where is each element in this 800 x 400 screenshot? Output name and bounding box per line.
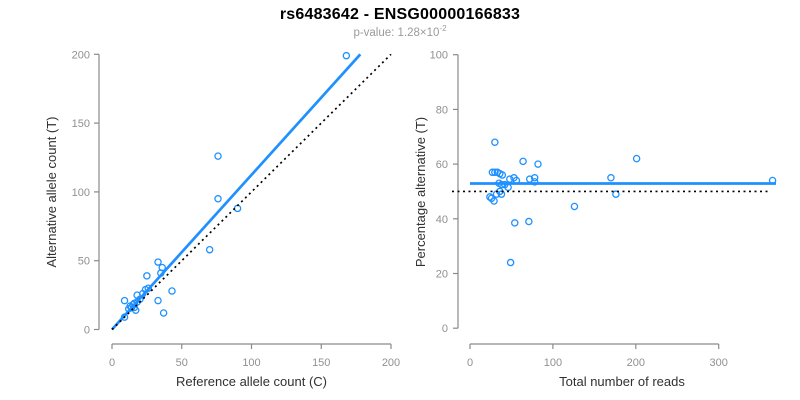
data-point (154, 258, 162, 266)
fitted-ratio-line (110, 53, 362, 331)
data-point (214, 152, 222, 160)
x-tick-label: 100 (242, 357, 260, 369)
chart-allele-counts: 0 50 100 150 200 0 50 100 150 200 Reference allele… (44, 49, 400, 389)
data-point (506, 175, 514, 183)
y-tick-label: 100 (430, 50, 448, 62)
data-point (143, 272, 151, 280)
y-tick-label: 0 (84, 325, 90, 337)
x-tick-label: 50 (176, 357, 188, 369)
x-tick-label: 300 (710, 357, 728, 369)
y-tick-label: 60 (436, 159, 448, 171)
x-tick-label: 0 (109, 357, 115, 369)
data-point (144, 284, 153, 292)
figure-subtitle: p-value: 1.28×10-2 (0, 24, 800, 39)
data-point (120, 296, 129, 305)
figure-title: rs6483642 - ENSG00000166833 (279, 6, 521, 23)
data-point (168, 287, 176, 295)
data-point (342, 51, 351, 60)
y-tick-label: 0 (442, 323, 448, 335)
y-tick-label: 20 (436, 269, 448, 281)
data-point (525, 217, 533, 226)
data-point (491, 138, 499, 146)
y-tick-label: 150 (72, 118, 90, 130)
identity-line (111, 53, 392, 331)
x-axis-title: Reference allele count (C) (176, 374, 327, 389)
x-tick-label: 100 (544, 357, 562, 369)
data-point (511, 219, 519, 227)
y-tick-label: 80 (436, 104, 448, 116)
data-point (214, 195, 222, 203)
data-point (632, 154, 641, 163)
y-tick-label: 40 (436, 214, 448, 226)
x-tick-label: 200 (382, 357, 400, 369)
x-tick-label: 150 (312, 357, 330, 369)
data-point (233, 204, 242, 213)
x-axis-title: Total number of reads (559, 374, 685, 389)
data-point (530, 178, 539, 186)
data-point (498, 171, 507, 179)
y-tick-label: 50 (78, 256, 90, 268)
data-point (607, 174, 615, 182)
data-point (570, 202, 579, 211)
data-point (612, 190, 620, 198)
pvalue-text: p-value: 1.28×10 (353, 27, 440, 39)
data-point (488, 168, 497, 177)
data-point (486, 193, 494, 201)
data-point (159, 309, 168, 317)
x-tick-label: 0 (467, 357, 473, 369)
y-tick-label: 200 (72, 49, 90, 61)
data-point (534, 160, 542, 168)
pvalue-exponent: -2 (439, 24, 447, 34)
data-point (490, 197, 498, 205)
data-point (530, 174, 539, 182)
y-tick-label: 100 (72, 187, 90, 199)
data-point (205, 245, 214, 254)
data-point (491, 168, 499, 177)
data-point (154, 296, 162, 305)
data-point (506, 258, 515, 267)
y-axis-title: Percentage alternative (T) (413, 117, 428, 267)
y-axis-title: Alternative allele count (T) (44, 116, 59, 267)
data-point (519, 157, 527, 166)
chart-percentage-vs-reads: 0 20 40 60 80 100 0 100 200 300 Total number of re… (413, 50, 777, 389)
x-tick-label: 200 (627, 357, 645, 369)
